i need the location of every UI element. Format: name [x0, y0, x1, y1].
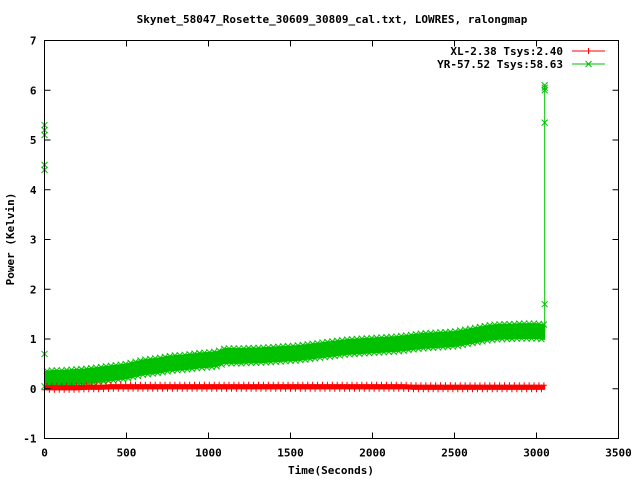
data-point — [218, 361, 225, 368]
data-point — [541, 300, 549, 308]
data-point — [134, 372, 142, 380]
legend-label: XL-2.38 Tsys:2.40 — [450, 45, 563, 58]
y-tick-label: 4 — [30, 184, 37, 197]
y-tick-label: 1 — [30, 333, 37, 346]
data-point — [245, 344, 253, 352]
data-point — [538, 335, 545, 343]
data-point — [541, 119, 549, 126]
x-tick-label: 2000 — [359, 447, 386, 460]
data-point — [540, 382, 547, 389]
data-point — [215, 347, 223, 354]
data-point — [585, 60, 592, 68]
plot-frame — [44, 40, 619, 439]
data-point — [223, 360, 230, 367]
data-point — [213, 363, 221, 370]
data-point — [132, 358, 139, 366]
y-tick-label: 7 — [30, 35, 37, 48]
data-point — [250, 344, 257, 352]
series-yr — [41, 81, 549, 390]
legend-label: YR-57.52 Tsys:58.63 — [437, 58, 563, 71]
data-point — [518, 335, 526, 342]
data-point — [506, 320, 513, 328]
data-point — [501, 320, 508, 328]
data-point — [538, 386, 545, 393]
axes: 0 500 1000 1500 2000 2500 3000 3500 -1 0 1 2 3 4 5 6 7 — [23, 35, 632, 460]
series-line — [44, 323, 546, 387]
data-point — [233, 360, 240, 367]
chart-title: Skynet_58047_Rosette_30609_30809_cal.txt… — [137, 13, 528, 26]
y-tick-label: 2 — [30, 283, 37, 296]
data-point — [541, 84, 549, 92]
data-point — [230, 345, 238, 352]
x-tick-label: 3500 — [605, 447, 632, 460]
data-point — [540, 321, 548, 328]
data-point — [515, 320, 523, 327]
data-point — [541, 86, 549, 94]
y-tick-label: -1 — [23, 433, 37, 446]
x-tick-label: 0 — [41, 447, 48, 460]
y-tick-label: 6 — [30, 84, 37, 97]
data-point — [528, 335, 535, 342]
data-point — [122, 360, 130, 368]
plot-marks — [41, 81, 549, 393]
data-point — [525, 320, 533, 327]
x-tick-label: 3000 — [523, 447, 550, 460]
x-tick-label: 500 — [117, 447, 137, 460]
data-point — [228, 360, 235, 367]
y-tick-label: 3 — [30, 234, 37, 247]
data-point — [513, 335, 521, 343]
data-point — [53, 366, 61, 374]
y-axis-label: Power (Kelvin) — [4, 193, 17, 286]
data-point — [127, 359, 134, 367]
y-tick-label: 0 — [30, 383, 37, 396]
data-point — [235, 345, 243, 352]
data-point — [523, 335, 531, 342]
data-point — [247, 359, 255, 367]
y-tick-label: 5 — [30, 134, 37, 147]
data-point — [541, 81, 549, 89]
x-tick-label: 2500 — [441, 447, 468, 460]
data-point — [129, 373, 137, 381]
data-point — [252, 359, 260, 367]
data-point — [124, 375, 132, 382]
x-tick-label: 1000 — [195, 447, 222, 460]
data-point — [585, 48, 592, 54]
x-axis-label: Time(Seconds) — [288, 464, 374, 477]
data-point — [520, 320, 528, 327]
data-point — [242, 359, 250, 367]
data-point — [210, 348, 218, 356]
data-point — [48, 367, 56, 374]
data-point — [503, 335, 511, 343]
series-xl — [41, 381, 547, 393]
data-point — [498, 335, 506, 343]
data-point — [225, 345, 233, 352]
x-tick-label: 1500 — [277, 447, 304, 460]
